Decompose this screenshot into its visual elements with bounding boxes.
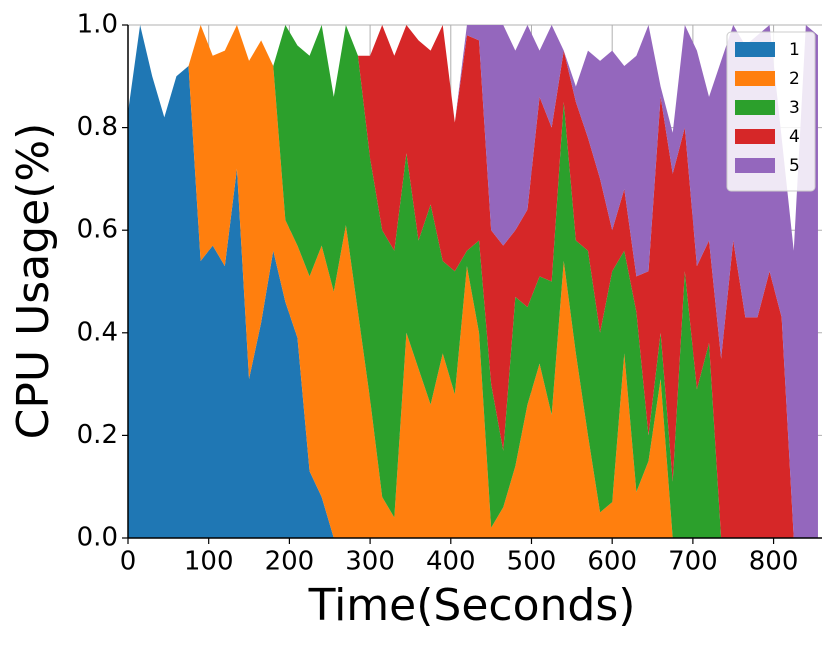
legend-label: 1 xyxy=(789,40,800,60)
y-tick-label: 0.6 xyxy=(77,215,118,245)
legend-swatch xyxy=(735,42,775,57)
legend-swatch xyxy=(735,71,775,86)
y-tick-label: 0.2 xyxy=(77,420,118,450)
legend-swatch xyxy=(735,129,775,144)
x-tick-label: 800 xyxy=(749,547,799,577)
x-tick-label: 700 xyxy=(668,547,718,577)
x-tick-label: 400 xyxy=(426,547,476,577)
legend-label: 5 xyxy=(789,156,800,176)
y-tick-label: 0.4 xyxy=(77,317,118,347)
x-tick-label: 300 xyxy=(345,547,395,577)
area xyxy=(128,25,818,538)
area xyxy=(128,25,818,538)
x-tick-label: 200 xyxy=(265,547,315,577)
x-tick-label: 600 xyxy=(587,547,637,577)
y-tick-label: 1.0 xyxy=(77,10,118,40)
legend-swatch xyxy=(735,158,775,173)
y-tick-label: 0.8 xyxy=(77,112,118,142)
y-tick-label: 0.0 xyxy=(77,523,118,553)
legend-label: 2 xyxy=(789,69,800,89)
x-tick-label: 500 xyxy=(507,547,557,577)
legend-label: 3 xyxy=(789,98,800,118)
area xyxy=(128,25,818,538)
legend-label: 4 xyxy=(789,127,800,147)
legend: 1 2 3 4 5 xyxy=(726,31,816,192)
area xyxy=(128,25,818,538)
x-tick-label: 0 xyxy=(120,547,137,577)
x-axis-label: Time(Seconds) xyxy=(308,580,636,631)
area xyxy=(128,25,818,538)
x-tick-label: 100 xyxy=(184,547,234,577)
legend-swatch xyxy=(735,100,775,115)
y-axis-label: CPU Usage(%) xyxy=(8,123,59,440)
